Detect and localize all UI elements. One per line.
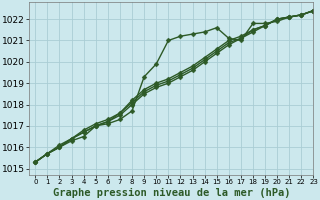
X-axis label: Graphe pression niveau de la mer (hPa): Graphe pression niveau de la mer (hPa)	[52, 188, 290, 198]
